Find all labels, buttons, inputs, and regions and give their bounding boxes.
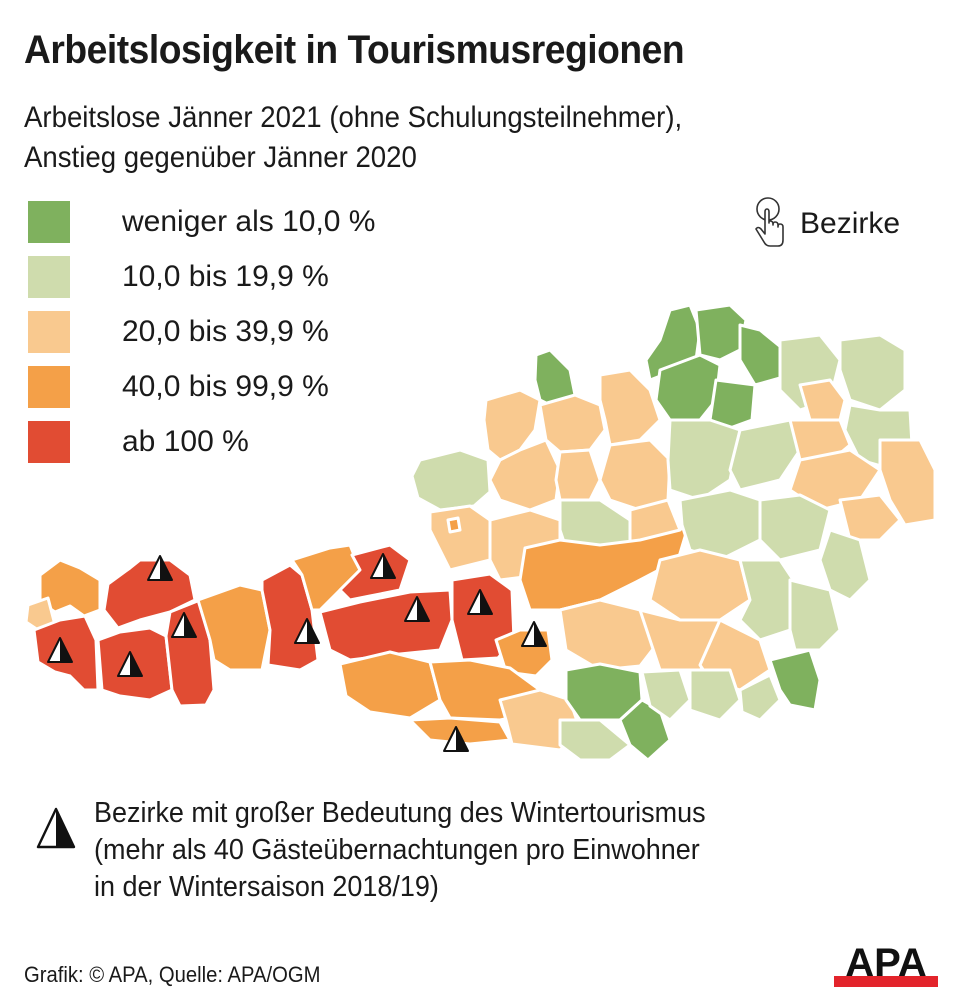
legend-label: weniger als 10,0 % xyxy=(122,205,376,238)
district[interactable] xyxy=(708,378,757,430)
district[interactable] xyxy=(338,650,442,720)
bezirke-label: Bezirke xyxy=(800,207,901,240)
district[interactable] xyxy=(738,673,782,722)
austria-district-map[interactable] xyxy=(0,290,960,770)
district[interactable] xyxy=(538,393,607,454)
district[interactable] xyxy=(666,418,742,502)
legend-item-20-39: 20,0 bis 39,9 % xyxy=(28,310,329,354)
legend-swatch xyxy=(28,421,70,463)
district[interactable] xyxy=(878,438,937,527)
legend-item-lt10: weniger als 10,0 % xyxy=(28,200,375,244)
page-title: Arbeitslosigkeit in Tourismusregionen xyxy=(24,28,685,72)
district[interactable] xyxy=(428,504,492,572)
legend-label: ab 100 % xyxy=(122,425,249,458)
district[interactable] xyxy=(640,668,692,722)
district[interactable] xyxy=(196,583,272,672)
district[interactable] xyxy=(654,353,722,422)
district[interactable] xyxy=(598,368,662,447)
district[interactable] xyxy=(688,668,742,722)
subtitle-line-1: Arbeitslose Jänner 2021 (ohne Schulungst… xyxy=(24,101,683,134)
footnote-line-1: Bezirke mit großer Bedeutung des Wintert… xyxy=(94,797,706,829)
pointer-hand-icon xyxy=(755,197,784,247)
district[interactable] xyxy=(798,378,847,422)
legend-item-40-99: 40,0 bis 99,9 % xyxy=(28,365,329,409)
legend-swatch xyxy=(28,311,70,353)
legend-item-10-19: 10,0 bis 19,9 % xyxy=(28,255,329,299)
source-credit: Grafik: © APA, Quelle: APA/OGM xyxy=(24,962,321,987)
district[interactable] xyxy=(102,558,197,630)
district[interactable] xyxy=(818,528,872,602)
district[interactable] xyxy=(554,448,602,502)
district[interactable] xyxy=(648,548,752,622)
district[interactable] xyxy=(758,493,832,562)
district[interactable] xyxy=(838,493,902,542)
district[interactable] xyxy=(728,418,802,492)
mountain-triangle-icon xyxy=(36,807,76,849)
legend-swatch xyxy=(28,201,70,243)
legend-swatch xyxy=(28,366,70,408)
district[interactable] xyxy=(788,578,842,652)
district[interactable] xyxy=(410,448,492,512)
district[interactable] xyxy=(446,516,462,534)
subtitle-line-2: Anstieg gegenüber Jänner 2020 xyxy=(24,141,417,174)
district[interactable] xyxy=(738,558,802,642)
legend-label: 10,0 bis 19,9 % xyxy=(122,260,329,293)
legend-label: 40,0 bis 99,9 % xyxy=(122,370,329,403)
district[interactable] xyxy=(318,588,454,662)
district[interactable] xyxy=(678,488,762,562)
footnote-line-2: (mehr als 40 Gästeübernachtungen pro Ein… xyxy=(94,834,700,866)
district[interactable] xyxy=(768,648,822,712)
district[interactable] xyxy=(558,718,632,762)
apa-logo-bar xyxy=(834,976,938,987)
footnote: Bezirke mit großer Bedeutung des Wintert… xyxy=(34,795,752,906)
district[interactable] xyxy=(738,323,784,387)
legend-label: 20,0 bis 39,9 % xyxy=(122,315,329,348)
legend-swatch xyxy=(28,256,70,298)
district[interactable] xyxy=(598,438,672,512)
legend-item-100plus: ab 100 % xyxy=(28,420,249,464)
district[interactable] xyxy=(838,333,907,412)
subtitle: Arbeitslose Jänner 2021 (ohne Schulungst… xyxy=(24,98,682,178)
footnote-text: Bezirke mit großer Bedeutung des Wintert… xyxy=(94,795,706,906)
footnote-line-3: in der Wintersaison 2018/19) xyxy=(94,871,439,903)
district[interactable] xyxy=(558,598,662,672)
bezirke-hint[interactable]: Bezirke xyxy=(752,196,900,252)
apa-logo: APA xyxy=(834,942,938,987)
